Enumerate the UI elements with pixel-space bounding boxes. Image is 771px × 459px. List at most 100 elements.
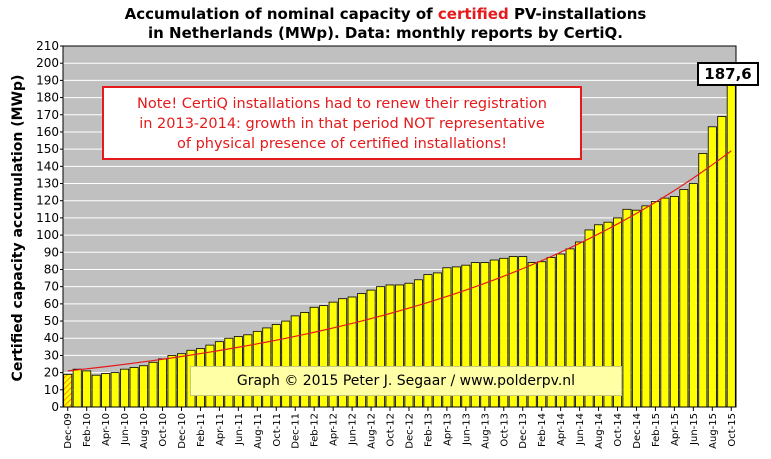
bar <box>698 153 708 408</box>
note-box: Note! CertiQ installations had to renew … <box>102 86 582 160</box>
y-tick-label: 10 <box>44 383 59 397</box>
y-tick-label: 140 <box>36 159 59 173</box>
x-tick-label: Feb-15 <box>651 413 662 447</box>
note-line: in 2013-2014: growth in that period NOT … <box>139 116 545 132</box>
x-tick-label: Jun-10 <box>120 413 131 446</box>
x-tick-label: Aug-11 <box>253 413 264 449</box>
x-tick-label: Jun-13 <box>461 413 472 446</box>
axes: 0 10 20 30 40 50 60 70 80 90 100 110 120 130 140 150 160… <box>36 39 738 449</box>
x-tick-label: Feb-13 <box>423 413 434 447</box>
x-tick-label: Oct-10 <box>158 413 169 447</box>
last-value-label: 187,6 <box>697 62 759 86</box>
x-tick-label: Apr-14 <box>556 413 567 446</box>
x-tick-label: Jun-11 <box>234 413 245 446</box>
x-tick-label: Apr-10 <box>101 413 112 446</box>
bar <box>726 84 736 408</box>
y-tick-label: 50 <box>44 314 59 328</box>
x-tick-label: Dec-12 <box>404 413 415 449</box>
title-part: Accumulation of nominal capacity of <box>124 5 438 23</box>
bar <box>650 201 660 408</box>
bar <box>707 126 717 408</box>
bar <box>101 373 111 408</box>
x-tick-label: Feb-12 <box>310 413 321 447</box>
x-tick-label: Aug-13 <box>480 413 491 449</box>
title-line-1: Accumulation of nominal capacity of cert… <box>0 5 771 24</box>
bar <box>669 196 679 408</box>
trend-line <box>67 150 732 372</box>
y-tick-label: 20 <box>44 366 59 380</box>
note-line: of physical presence of certified instal… <box>176 136 508 152</box>
y-tick-label: 70 <box>44 280 59 294</box>
bar <box>148 361 158 408</box>
bar <box>129 367 139 408</box>
credit-label: Graph © 2015 Peter J. Segaar / www.polde… <box>190 366 622 396</box>
bar <box>63 373 73 408</box>
x-tick-label: Jun-15 <box>689 413 700 446</box>
y-tick-label: 40 <box>44 331 59 345</box>
bar <box>91 374 101 408</box>
title-part: PV-installations <box>508 5 647 23</box>
x-tick-label: Feb-14 <box>537 413 548 447</box>
y-tick-label: 150 <box>36 142 59 156</box>
x-tick-label: Apr-13 <box>442 413 453 446</box>
bar <box>72 368 82 408</box>
bar <box>110 372 120 408</box>
x-tick-label: Dec-10 <box>177 413 188 449</box>
bar <box>177 353 186 408</box>
y-tick-label: 190 <box>36 73 59 87</box>
x-tick-label: Aug-12 <box>367 413 378 449</box>
x-tick-label: Apr-12 <box>329 413 340 446</box>
x-tick-label: Feb-11 <box>196 413 207 447</box>
bar <box>158 358 167 408</box>
x-tick-label: Feb-10 <box>82 413 93 447</box>
bar <box>632 209 641 408</box>
bar <box>167 355 177 408</box>
bar <box>641 205 651 408</box>
bar <box>120 368 130 408</box>
x-tick-label: Oct-11 <box>272 413 283 447</box>
y-tick-label: 80 <box>44 262 59 276</box>
y-tick-label: 0 <box>51 400 59 414</box>
y-tick-label: 130 <box>36 177 59 191</box>
y-tick-label: 160 <box>36 125 59 139</box>
plot-frame <box>62 45 737 408</box>
x-tick-label: Dec-11 <box>291 413 302 449</box>
y-tick-label: 170 <box>36 108 59 122</box>
title-line-2: in Netherlands (MWp). Data: monthly repo… <box>148 24 623 42</box>
y-tick-label: 120 <box>36 194 59 208</box>
note-line: Note! CertiQ installations had to renew … <box>137 96 547 112</box>
x-tick-label: Jun-12 <box>348 413 359 446</box>
x-tick-label: Apr-11 <box>215 413 226 446</box>
y-tick-label: 30 <box>44 348 59 362</box>
trend-curve <box>67 150 732 372</box>
x-tick-label: Oct-13 <box>499 413 510 447</box>
x-tick-label: Aug-15 <box>708 413 719 449</box>
x-tick-label: Jun-14 <box>575 413 586 446</box>
x-tick-label: Dec-09 <box>63 413 74 449</box>
y-tick-label: 60 <box>44 297 59 311</box>
x-tick-label: Aug-10 <box>139 413 150 449</box>
y-axis-label: Certified capacity accumulation (MWp) <box>10 75 26 382</box>
bar <box>82 370 92 408</box>
y-tick-label: 200 <box>36 56 59 70</box>
y-tick-label: 210 <box>36 39 59 53</box>
y-tick-label: 110 <box>36 211 59 225</box>
y-tick-label: 180 <box>36 91 59 105</box>
x-tick-label: Dec-13 <box>518 413 529 449</box>
x-tick-label: Dec-14 <box>632 413 643 449</box>
x-tick-label: Oct-12 <box>386 413 397 447</box>
bar <box>139 365 149 408</box>
x-tick-label: Oct-15 <box>727 413 738 447</box>
x-tick-label: Apr-15 <box>670 413 681 446</box>
bar <box>688 183 698 408</box>
bar <box>679 189 689 408</box>
bar <box>660 197 670 408</box>
title-highlight: certified <box>437 5 509 23</box>
y-tick-label: 100 <box>36 228 59 242</box>
bar <box>622 208 632 408</box>
x-tick-label: Oct-14 <box>613 413 624 447</box>
y-tick-label: 90 <box>44 245 59 259</box>
chart-title: Accumulation of nominal capacity of cert… <box>0 5 771 43</box>
x-tick-label: Aug-14 <box>594 413 605 449</box>
